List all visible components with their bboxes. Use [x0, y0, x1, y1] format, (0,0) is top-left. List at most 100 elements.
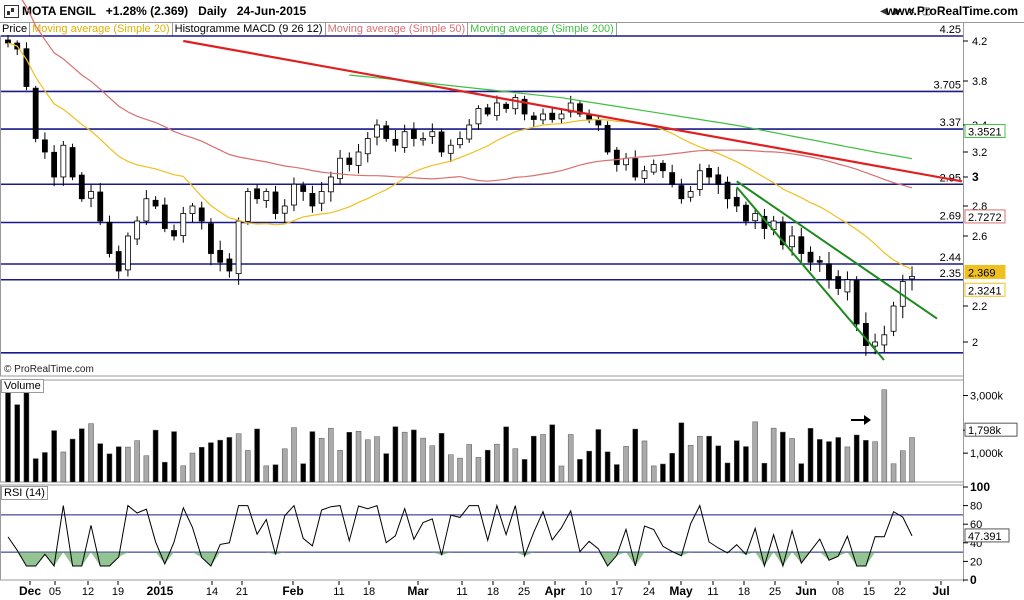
- candle-body: [125, 235, 131, 271]
- candle-body: [198, 207, 205, 222]
- candle-body: [853, 280, 860, 325]
- green-channel-upper: [736, 180, 938, 320]
- volume-bar: [484, 449, 491, 483]
- website-label: www.ProRealTime.com: [885, 4, 1018, 18]
- volume-bar: [383, 453, 389, 483]
- volume-bars-group: [5, 385, 915, 483]
- volume-bar: [817, 439, 823, 483]
- candle-body: [484, 107, 491, 115]
- candle-body: [493, 102, 500, 117]
- candle-body: [374, 124, 380, 138]
- volume-bar: [88, 423, 94, 483]
- price-axis-label: 4.2: [972, 36, 987, 48]
- candle-body: [789, 235, 795, 248]
- candle-body: [438, 131, 445, 153]
- green-channel-lower: [735, 186, 885, 361]
- price-axis-label: 2: [972, 337, 978, 349]
- legend-ma200[interactable]: Moving average (Simple 200): [468, 22, 617, 36]
- level-label: 2.35: [940, 268, 961, 280]
- price-tag: [964, 264, 1006, 279]
- volume-bar: [245, 450, 251, 483]
- volume-bar: [844, 446, 851, 483]
- volume-bar: [217, 439, 223, 483]
- volume-bar: [558, 465, 565, 483]
- indicator-legend: Price Moving average (Simple 20) Histogr…: [0, 22, 617, 36]
- candle-body: [263, 191, 270, 201]
- volume-bar: [457, 457, 463, 483]
- volume-bar: [134, 440, 140, 483]
- volume-bar: [614, 464, 620, 483]
- rsi-panel-frame: [0, 484, 964, 581]
- candle-body: [226, 258, 233, 272]
- price-axis-label: 2.6: [972, 231, 987, 243]
- candle-body: [180, 213, 187, 237]
- x-axis-label: Feb: [282, 584, 303, 598]
- legend-ma20[interactable]: Moving average (Simple 20): [30, 22, 173, 36]
- x-axis-label: 22: [894, 586, 906, 598]
- ma20-line: [7, 42, 913, 270]
- volume-bar: [355, 430, 362, 483]
- level-label: 4.25: [940, 24, 961, 36]
- volume-bar: [254, 428, 260, 483]
- candle-body: [457, 138, 463, 146]
- legend-macd[interactable]: Histogramme MACD (9 26 12): [173, 22, 326, 36]
- candle-body: [669, 172, 676, 185]
- volume-latest-label: 1,798k: [968, 425, 1002, 437]
- candle-body: [429, 131, 436, 137]
- volume-bar: [226, 437, 233, 483]
- candle-body: [577, 103, 583, 115]
- candle-body: [521, 98, 528, 115]
- candle-body: [733, 196, 740, 207]
- volume-bar: [42, 452, 48, 483]
- legend-price[interactable]: Price: [0, 22, 31, 36]
- candle-body: [826, 263, 832, 281]
- x-axis-label: 11: [456, 586, 467, 598]
- price-axis-label: 3: [972, 170, 979, 184]
- window-controls-icons[interactable]: ◀▶✕▢: [880, 6, 938, 17]
- candle-body: [189, 205, 196, 214]
- candle-body: [383, 125, 390, 139]
- volume-bar: [826, 441, 832, 483]
- volume-bar: [798, 463, 805, 483]
- volume-bar: [448, 454, 454, 483]
- candle-body: [272, 191, 279, 214]
- candle-body: [410, 129, 417, 139]
- candle-body: [779, 221, 786, 246]
- price-axis-label: 2.2: [972, 301, 987, 313]
- candle-body: [687, 191, 694, 198]
- x-axis-label: 05: [49, 586, 61, 598]
- x-axis-label: 25: [518, 586, 530, 598]
- legend-ma50[interactable]: Moving average (Simple 50): [326, 22, 469, 36]
- x-axis-label: 10: [580, 586, 592, 598]
- volume-bar: [23, 389, 30, 483]
- volume-bar: [300, 463, 306, 483]
- chart-icon[interactable]: [4, 5, 19, 18]
- rsi-oversold-fill: [8, 552, 912, 566]
- candle-body: [78, 174, 85, 200]
- ma200-line: [349, 74, 913, 160]
- rsi-axis-label: 20: [970, 556, 982, 568]
- x-axis-label: 18: [363, 586, 375, 598]
- x-axis-label: 17: [611, 586, 623, 598]
- volume-bar: [595, 429, 602, 483]
- rsi-axis-label: 100: [970, 480, 990, 494]
- volume-bar: [604, 451, 611, 483]
- price-tag: [964, 209, 1006, 224]
- x-axis-label: 21: [236, 586, 248, 598]
- candle-body: [881, 334, 888, 346]
- rsi-axis-label: 80: [970, 501, 982, 513]
- volume-bar: [272, 464, 279, 483]
- volume-bar: [863, 440, 869, 483]
- volume-bar: [909, 437, 915, 483]
- x-axis-label: Dec: [19, 584, 41, 598]
- volume-bar: [770, 427, 777, 483]
- x-axis-label: Jun: [795, 584, 816, 598]
- volume-bar: [337, 450, 343, 483]
- volume-bar: [198, 447, 205, 483]
- candle-body: [466, 124, 473, 140]
- candle-body: [512, 97, 519, 110]
- volume-bar: [32, 458, 39, 483]
- x-axis-label: 18: [487, 586, 499, 598]
- volume-bar: [853, 434, 860, 483]
